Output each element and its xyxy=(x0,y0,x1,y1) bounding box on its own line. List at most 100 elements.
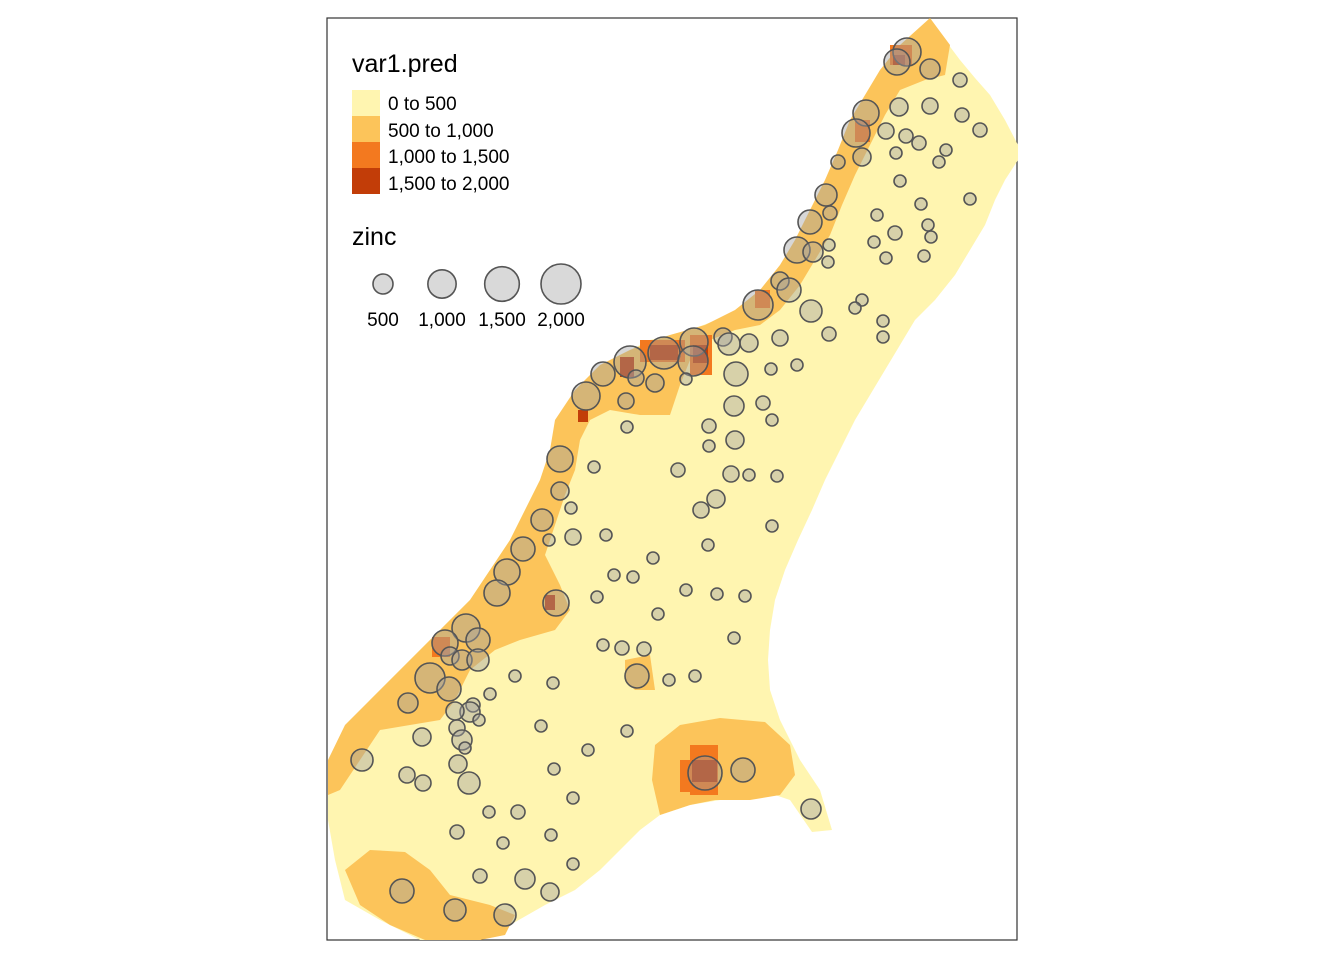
legend-size-symbol xyxy=(372,273,394,295)
legend-size-label: 500 xyxy=(367,310,399,331)
zinc-symbol xyxy=(764,362,778,376)
zinc-symbol xyxy=(883,48,911,76)
zinc-symbol xyxy=(546,445,574,473)
zinc-symbol xyxy=(692,501,710,519)
zinc-symbol xyxy=(449,824,465,840)
zinc-symbol xyxy=(830,154,846,170)
legend-size: zinc 500 1,000 1,500 2,000 xyxy=(352,223,585,331)
zinc-symbol xyxy=(542,589,570,617)
zinc-symbol xyxy=(932,155,946,169)
legend-fill-swatch xyxy=(352,142,380,168)
zinc-symbol xyxy=(867,235,881,249)
zinc-symbol xyxy=(483,579,511,607)
zinc-symbol xyxy=(564,528,582,546)
zinc-symbol xyxy=(723,395,745,417)
zinc-symbol xyxy=(898,128,914,144)
zinc-symbol xyxy=(742,468,756,482)
zinc-symbol xyxy=(590,590,604,604)
legend-fill-label: 1,500 to 2,000 xyxy=(388,174,510,195)
zinc-symbol xyxy=(723,361,749,387)
zinc-symbol xyxy=(626,570,640,584)
zinc-symbol xyxy=(822,205,838,221)
zinc-symbol xyxy=(790,358,804,372)
zinc-symbol xyxy=(876,330,890,344)
zinc-symbol xyxy=(620,420,634,434)
zinc-symbol xyxy=(448,754,468,774)
zinc-symbol xyxy=(771,329,789,347)
zinc-symbol xyxy=(877,122,895,140)
zinc-symbol xyxy=(702,439,716,453)
zinc-symbol xyxy=(687,755,723,791)
zinc-symbol xyxy=(508,669,522,683)
zinc-symbol xyxy=(939,143,953,157)
legend-size-label: 2,000 xyxy=(537,310,585,331)
zinc-symbol xyxy=(472,713,486,727)
zinc-symbol xyxy=(879,251,893,265)
zinc-symbol xyxy=(710,587,724,601)
zinc-symbol xyxy=(852,147,872,167)
zinc-symbol xyxy=(876,314,890,328)
zinc-symbol xyxy=(921,97,939,115)
zinc-symbol xyxy=(448,719,466,737)
zinc-symbol xyxy=(765,413,779,427)
zinc-symbol xyxy=(457,771,481,795)
zinc-symbol xyxy=(919,58,941,80)
zinc-symbol xyxy=(914,197,928,211)
zinc-symbol xyxy=(620,724,634,738)
zinc-symbol xyxy=(765,519,779,533)
zinc-symbol xyxy=(742,289,774,321)
legend-size-symbol xyxy=(427,269,457,299)
legend-size-label: 1,500 xyxy=(478,310,526,331)
zinc-symbol xyxy=(445,701,465,721)
zinc-symbol xyxy=(821,255,835,269)
zinc-symbol xyxy=(954,107,970,123)
zinc-symbol xyxy=(870,208,884,222)
zinc-symbol xyxy=(472,868,488,884)
zinc-symbol xyxy=(727,631,741,645)
zinc-symbol xyxy=(921,218,935,232)
zinc-symbol xyxy=(730,757,756,783)
zinc-symbol xyxy=(725,430,745,450)
zinc-symbol xyxy=(963,192,977,206)
zinc-symbol xyxy=(514,868,536,890)
zinc-symbol xyxy=(651,607,665,621)
zinc-symbol xyxy=(414,774,432,792)
legend-size-symbol xyxy=(540,263,582,305)
zinc-symbol xyxy=(911,135,927,151)
zinc-symbol xyxy=(887,225,903,241)
zinc-symbol xyxy=(972,122,988,138)
legend-fill-swatch xyxy=(352,90,380,116)
zinc-symbol xyxy=(701,538,715,552)
zinc-symbol xyxy=(679,583,693,597)
zinc-symbol xyxy=(647,336,681,370)
zinc-symbol xyxy=(627,369,645,387)
zinc-symbol xyxy=(670,462,686,478)
zinc-symbol xyxy=(799,299,823,323)
zinc-symbol xyxy=(466,648,490,672)
zinc-symbol xyxy=(889,97,909,117)
zinc-symbol xyxy=(542,533,556,547)
zinc-symbol xyxy=(530,508,554,532)
zinc-symbol xyxy=(546,676,560,690)
zinc-symbol xyxy=(952,72,968,88)
zinc-symbol xyxy=(800,798,822,820)
zinc-symbol xyxy=(848,301,862,315)
zinc-symbol xyxy=(483,687,497,701)
zinc-symbol xyxy=(564,501,578,515)
zinc-symbol xyxy=(717,332,741,356)
zinc-symbol xyxy=(443,898,467,922)
zinc-symbol xyxy=(436,676,462,702)
zinc-symbol xyxy=(459,701,481,723)
zinc-symbol xyxy=(679,372,693,386)
zinc-symbol xyxy=(624,663,650,689)
zinc-symbol xyxy=(797,209,823,235)
zinc-symbol xyxy=(802,241,824,263)
zinc-symbol xyxy=(814,183,838,207)
zinc-symbol xyxy=(465,627,491,653)
zinc-symbol xyxy=(412,727,432,747)
zinc-symbol xyxy=(482,805,496,819)
zinc-symbol xyxy=(645,373,665,393)
zinc-symbol xyxy=(350,748,374,772)
zinc-symbol xyxy=(770,469,784,483)
